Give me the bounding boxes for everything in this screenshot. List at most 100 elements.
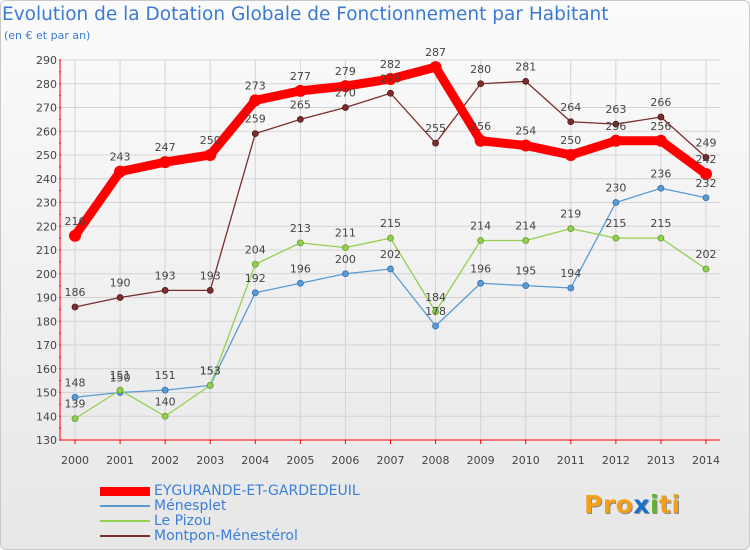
series-lines	[69, 61, 712, 423]
x-tick-label: 2010	[512, 454, 540, 467]
axes	[59, 59, 720, 444]
data-label: 178	[425, 305, 446, 318]
data-point	[161, 386, 169, 394]
data-label: 211	[335, 227, 356, 240]
y-tick-label: 240	[36, 173, 57, 186]
data-label: 200	[335, 253, 356, 266]
data-point	[657, 184, 665, 192]
data-label: 151	[155, 369, 176, 382]
data-point	[206, 286, 214, 294]
data-label: 215	[650, 217, 671, 230]
data-label: 216	[65, 215, 86, 228]
data-point	[567, 284, 575, 292]
data-label: 243	[110, 151, 131, 164]
data-label: 236	[650, 167, 671, 180]
data-point	[339, 80, 352, 93]
y-tick-label: 190	[36, 292, 57, 305]
data-label: 280	[470, 63, 491, 76]
data-label: 265	[290, 98, 311, 111]
data-label: 215	[380, 217, 401, 230]
data-point	[206, 381, 214, 389]
data-label: 282	[380, 58, 401, 71]
data-point	[522, 237, 530, 244]
data-label: 202	[696, 248, 717, 261]
data-label: 254	[515, 125, 536, 138]
y-tick-label: 280	[36, 78, 57, 91]
x-tick-label: 2006	[331, 454, 359, 467]
x-tick-label: 2012	[602, 454, 630, 467]
data-point	[432, 139, 439, 147]
data-label: 256	[605, 120, 626, 133]
data-point	[71, 393, 79, 401]
data-point	[702, 194, 710, 202]
data-label: 192	[245, 272, 266, 285]
data-point	[71, 303, 79, 311]
data-point	[294, 84, 307, 97]
data-point	[477, 279, 485, 287]
data-label: 148	[65, 376, 86, 389]
proxiti-logo: Proxiti	[584, 490, 681, 519]
x-tick-label: 2003	[196, 454, 224, 467]
data-label: 277	[290, 70, 311, 83]
data-point	[702, 153, 710, 161]
data-label: 186	[65, 286, 86, 299]
data-label: 279	[335, 65, 356, 78]
data-point	[477, 237, 485, 244]
y-tick-label: 210	[36, 244, 57, 257]
x-tick-label: 2001	[106, 454, 134, 467]
data-label: 281	[515, 60, 536, 73]
y-tick-label: 180	[36, 315, 57, 328]
chart-title: Evolution de la Dotation Globale de Fonc…	[2, 4, 609, 25]
data-label: 196	[290, 262, 311, 275]
data-point	[342, 270, 349, 278]
data-label: 214	[515, 220, 536, 233]
data-label: 259	[245, 113, 266, 126]
y-tick-label: 230	[36, 197, 57, 210]
y-tick-label: 220	[36, 220, 57, 233]
x-tick-label: 2004	[241, 454, 269, 467]
legend-swatch-menesplet	[100, 505, 150, 507]
data-label: 263	[605, 103, 626, 116]
x-tick-label: 2005	[286, 454, 314, 467]
data-label: 273	[245, 79, 266, 92]
data-label: 256	[650, 120, 671, 133]
data-label: 150	[110, 372, 131, 385]
legend-swatch-le-pizou	[100, 520, 150, 522]
data-point	[69, 229, 81, 242]
data-point	[342, 244, 349, 252]
data-point	[429, 61, 442, 74]
data-label: 264	[560, 101, 581, 114]
data-point	[161, 286, 169, 294]
data-point	[700, 168, 712, 180]
data-label: 204	[245, 243, 266, 256]
data-point	[251, 289, 259, 297]
x-tick-labels: 2000 2001 2002 2003 2004 2005 2006 2007 2008 2009…	[61, 454, 720, 467]
data-label: 276	[380, 72, 401, 85]
data-label: 230	[605, 182, 626, 195]
data-label: 219	[560, 208, 581, 221]
x-tick-label: 2000	[61, 454, 89, 467]
data-label: 213	[290, 222, 311, 235]
data-label: 215	[605, 217, 626, 230]
data-point	[387, 89, 394, 97]
data-point	[474, 134, 487, 147]
data-label: 266	[650, 96, 671, 109]
data-point	[116, 294, 124, 301]
data-label: 193	[200, 269, 221, 282]
data-point	[387, 265, 394, 273]
data-point	[612, 199, 620, 206]
data-point	[161, 412, 169, 420]
y-tick-label: 200	[36, 268, 57, 281]
data-label: 195	[515, 265, 536, 278]
data-point	[564, 149, 577, 161]
data-label: 250	[200, 134, 221, 147]
data-point	[296, 279, 304, 287]
data-point	[654, 134, 667, 147]
data-label: 184	[425, 291, 446, 304]
y-tick-label: 150	[36, 387, 57, 400]
data-point	[477, 80, 485, 88]
data-label: 232	[696, 177, 717, 190]
data-point	[251, 130, 259, 138]
x-tick-label: 2014	[692, 454, 720, 467]
